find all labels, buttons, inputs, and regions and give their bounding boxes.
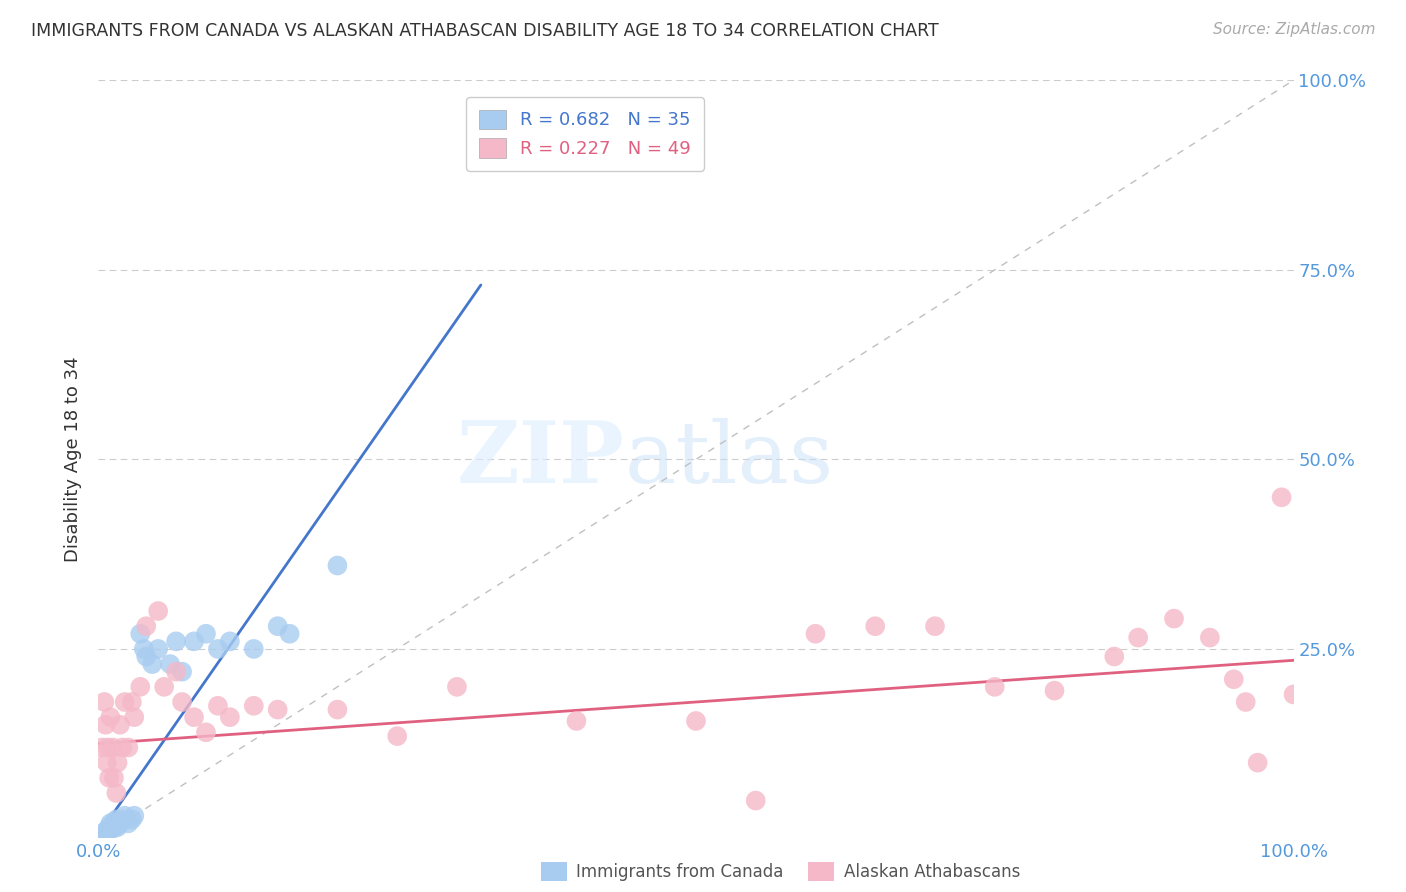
Point: [111, 813, 134, 827]
Point: [267, 703, 290, 717]
Point: [103, 771, 125, 785]
Point: [97, 740, 120, 755]
Point: [96, 756, 118, 770]
Point: [117, 740, 139, 755]
Text: Source: ZipAtlas.com: Source: ZipAtlas.com: [1212, 22, 1375, 37]
Text: atlas: atlas: [624, 417, 834, 501]
Point: [243, 642, 266, 657]
Point: [148, 604, 170, 618]
Point: [207, 698, 229, 713]
Y-axis label: Disability Age 18 to 34: Disability Age 18 to 34: [65, 357, 83, 562]
Point: [101, 740, 124, 755]
Point: [98, 816, 122, 830]
Point: [924, 619, 946, 633]
Point: [243, 698, 266, 713]
Point: [1199, 631, 1222, 645]
Point: [1271, 491, 1294, 505]
Point: [135, 619, 157, 633]
Point: [98, 710, 122, 724]
Point: [93, 828, 115, 842]
Point: [129, 626, 152, 640]
Point: [105, 813, 128, 827]
Point: [385, 729, 409, 743]
Point: [165, 665, 187, 679]
Text: Immigrants from Canada: Immigrants from Canada: [576, 863, 783, 881]
Legend: R = 0.682   N = 35, R = 0.227   N = 49: R = 0.682 N = 35, R = 0.227 N = 49: [465, 97, 703, 171]
Point: [278, 626, 301, 640]
Point: [984, 680, 1007, 694]
Point: [195, 626, 218, 640]
Point: [117, 816, 139, 830]
Point: [267, 619, 290, 633]
Text: IMMIGRANTS FROM CANADA VS ALASKAN ATHABASCAN DISABILITY AGE 18 TO 34 CORRELATION: IMMIGRANTS FROM CANADA VS ALASKAN ATHABA…: [31, 22, 939, 40]
Point: [446, 680, 468, 694]
Point: [97, 822, 120, 837]
Point: [114, 695, 136, 709]
Point: [326, 558, 349, 573]
Point: [183, 710, 205, 724]
Point: [1163, 612, 1185, 626]
Point: [745, 794, 768, 808]
Text: Alaskan Athabascans: Alaskan Athabascans: [844, 863, 1019, 881]
Point: [804, 626, 827, 640]
Point: [94, 717, 117, 731]
Point: [1247, 756, 1270, 770]
Point: [565, 714, 588, 728]
Point: [108, 717, 131, 731]
Point: [195, 725, 218, 739]
Point: [107, 820, 129, 834]
Point: [326, 703, 349, 717]
Point: [219, 634, 242, 648]
Point: [506, 134, 529, 148]
Point: [96, 825, 118, 839]
Point: [1223, 673, 1246, 687]
Point: [91, 740, 114, 755]
Point: [101, 818, 124, 832]
Point: [1043, 683, 1066, 698]
Point: [103, 814, 125, 829]
Point: [111, 740, 134, 755]
Point: [124, 809, 146, 823]
Point: [1282, 687, 1305, 701]
Point: [124, 710, 146, 724]
Point: [1104, 649, 1126, 664]
Point: [219, 710, 242, 724]
Point: [132, 642, 155, 657]
Point: [153, 680, 176, 694]
Point: [121, 695, 143, 709]
Point: [172, 665, 194, 679]
Point: [207, 642, 229, 657]
Point: [141, 657, 163, 672]
Text: ZIP: ZIP: [457, 417, 624, 501]
Point: [159, 657, 181, 672]
Point: [172, 695, 194, 709]
Point: [121, 813, 143, 827]
Point: [105, 786, 128, 800]
Point: [108, 816, 131, 830]
Point: [104, 820, 127, 834]
Point: [865, 619, 887, 633]
Point: [183, 634, 205, 648]
Point: [93, 695, 115, 709]
Point: [107, 756, 129, 770]
Point: [98, 771, 121, 785]
Point: [98, 820, 121, 834]
Point: [129, 680, 152, 694]
Point: [165, 634, 187, 648]
Point: [1128, 631, 1150, 645]
Point: [100, 822, 122, 837]
Point: [135, 649, 157, 664]
Point: [685, 714, 707, 728]
Point: [148, 642, 170, 657]
Point: [114, 809, 136, 823]
Point: [1234, 695, 1257, 709]
Point: [94, 824, 117, 838]
